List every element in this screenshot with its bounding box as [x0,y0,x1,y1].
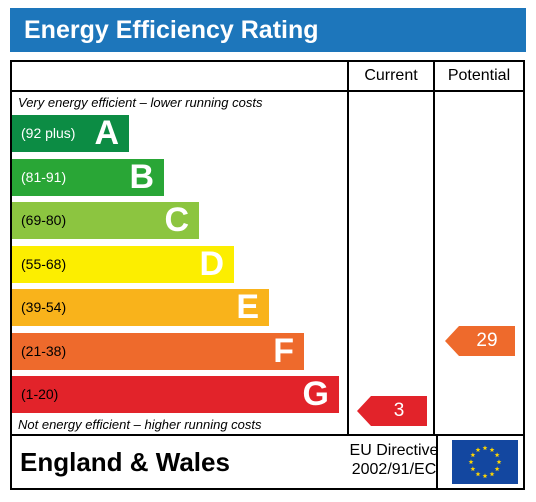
band-d: (55-68) D [12,244,234,283]
header-bar: Energy Efficiency Rating [10,8,526,52]
eu-directive: EU Directive 2002/91/EC [341,441,447,479]
current-rating-value: 3 [393,400,405,421]
current-rating-arrow: 3 [357,396,427,426]
band-range-label: (69-80) [21,212,67,228]
eu-directive-line1: EU Directive [349,442,439,459]
caption-bottom: Not energy efficient – higher running co… [18,417,262,432]
band-c: (69-80) C [12,202,199,239]
potential-rating-value: 29 [476,329,498,351]
potential-column-divider [433,60,435,436]
band-letter: E [236,288,259,326]
band-range-label: (55-68) [21,255,67,272]
band-range-label: (39-54) [21,299,67,315]
current-column-header: Current [364,67,418,84]
band-letter: C [164,201,189,239]
eu-flag-icon [452,440,518,484]
footer-frame [10,436,525,490]
band-f: (21-38) F [12,331,304,370]
potential-column-header: Potential [447,67,511,84]
caption-top: Very energy efficient – lower running co… [18,95,263,110]
eu-directive-line2: 2002/91/EC [351,461,437,478]
band-range-label: (81-91) [21,168,67,185]
band-b: (81-91) B [12,157,164,196]
region-label: England & Wales [20,447,230,477]
rating-frame [10,60,525,436]
footer-divider [436,436,438,490]
band-g: (1-20) G [12,376,339,413]
band-letter: B [129,157,154,196]
band-range-label: (92 plus) [21,125,76,141]
current-column-divider [347,60,349,436]
potential-rating-arrow: 29 [445,325,515,356]
band-e: (39-54) E [12,289,269,326]
band-letter: G [302,375,329,413]
band-letter: D [199,244,224,283]
band-a: (92 plus) A [12,115,129,152]
header-divider [10,90,525,92]
band-range-label: (1-20) [21,386,59,402]
band-letter: F [273,331,294,370]
page-title: Energy Efficiency Rating [24,16,319,44]
band-letter: A [94,114,119,152]
band-range-label: (21-38) [21,342,67,359]
